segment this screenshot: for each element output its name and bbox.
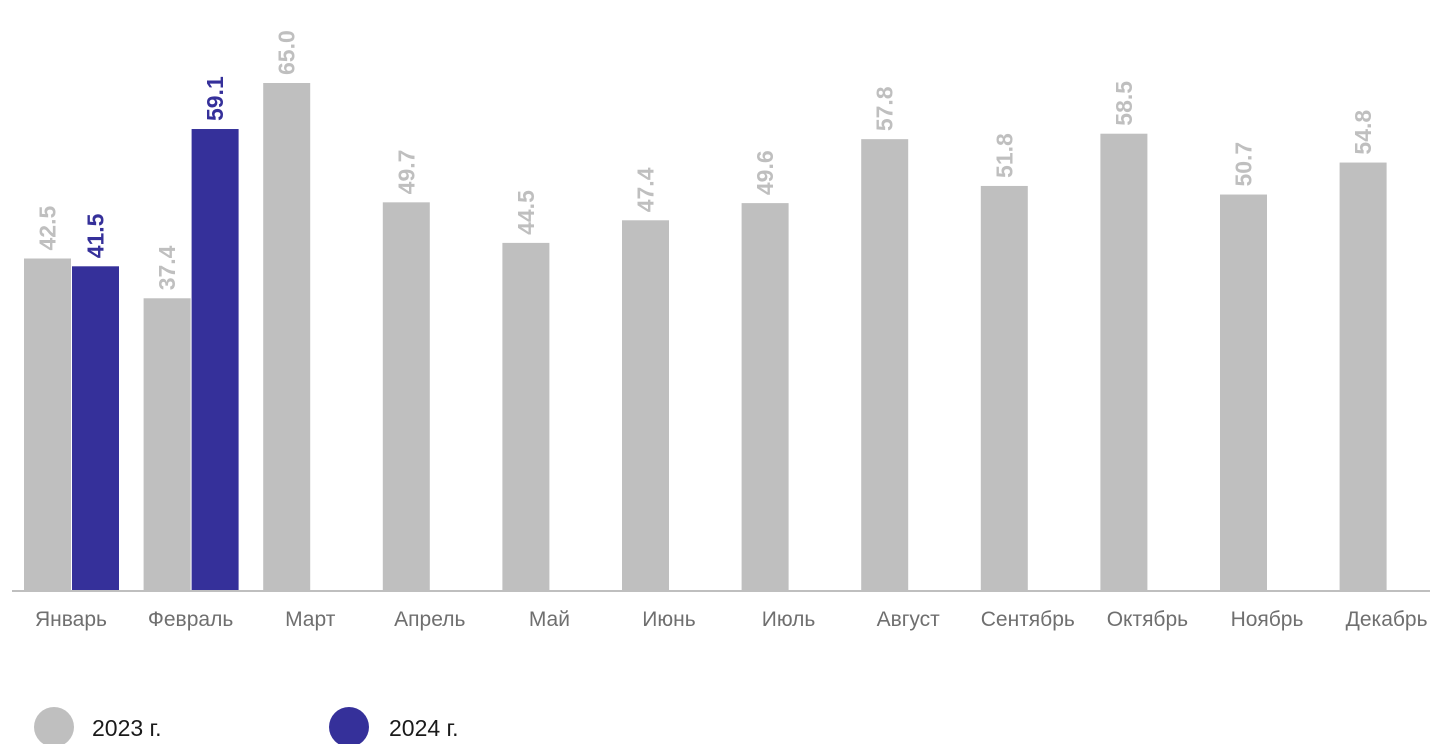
category-label-10: Октябрь <box>1107 608 1188 631</box>
value-label-2023-8: 57.8 <box>872 86 898 131</box>
value-label-2023-2: 37.4 <box>154 245 180 290</box>
value-label-2023-12: 54.8 <box>1350 110 1376 155</box>
bar-2023-9 <box>980 185 1028 590</box>
value-label-2023-9: 51.8 <box>991 133 1017 178</box>
legend-swatch-2024 <box>329 707 369 744</box>
value-label-2023-4: 49.7 <box>393 150 419 195</box>
bar-2024-2 <box>191 129 239 590</box>
legend-label-2024: 2024 г. <box>389 715 459 741</box>
value-labels-group: 42.5 37.4 65.0 49.7 44.5 47.4 49.6 57.8 51.8 58.5… <box>35 30 1377 290</box>
value-label-2024-1: 41.5 <box>83 213 109 258</box>
value-label-2023-7: 49.6 <box>752 150 778 195</box>
value-label-2023-1: 42.5 <box>35 206 61 251</box>
value-label-2023-5: 44.5 <box>513 190 539 235</box>
category-label-8: Август <box>877 608 941 631</box>
value-label-2023-6: 47.4 <box>633 167 659 212</box>
bar-2023-4 <box>382 202 430 590</box>
category-label-5: Май <box>529 608 570 631</box>
bar-2024-1 <box>72 266 119 590</box>
category-label-6: Июнь <box>642 608 695 631</box>
bar-2023-7 <box>741 203 789 590</box>
bars-group <box>24 83 1387 591</box>
value-label-2023-11: 50.7 <box>1231 142 1257 187</box>
category-labels-group: Январь Февраль Март Апрель Май Июнь Июль Август… <box>35 608 1428 631</box>
legend: 2023 г. 2024 г. <box>34 707 459 744</box>
value-label-2023-3: 65.0 <box>274 30 300 75</box>
bar-2023-1 <box>24 258 71 590</box>
category-label-1: Январь <box>35 608 107 631</box>
category-label-7: Июль <box>762 608 816 631</box>
value-label-2023-10: 58.5 <box>1111 81 1137 126</box>
category-label-3: Март <box>285 608 336 631</box>
category-label-9: Сентябрь <box>981 608 1075 631</box>
bar-2023-12 <box>1339 162 1387 590</box>
category-label-11: Ноябрь <box>1231 608 1304 631</box>
legend-swatch-2023 <box>34 707 74 744</box>
category-label-12: Декабрь <box>1346 608 1428 631</box>
bar-2023-11 <box>1220 194 1267 591</box>
value-label-2024-2: 59.1 <box>202 76 228 121</box>
legend-label-2023: 2023 г. <box>92 715 162 741</box>
bar-2023-8 <box>861 139 909 590</box>
category-label-2: Февраль <box>148 608 233 631</box>
bar-2023-5 <box>502 242 550 590</box>
bar-2023-2 <box>143 298 191 590</box>
bar-2023-10 <box>1100 133 1148 590</box>
bar-2023-3 <box>263 83 311 590</box>
bar-2023-6 <box>622 220 669 590</box>
category-label-4: Апрель <box>394 608 465 631</box>
